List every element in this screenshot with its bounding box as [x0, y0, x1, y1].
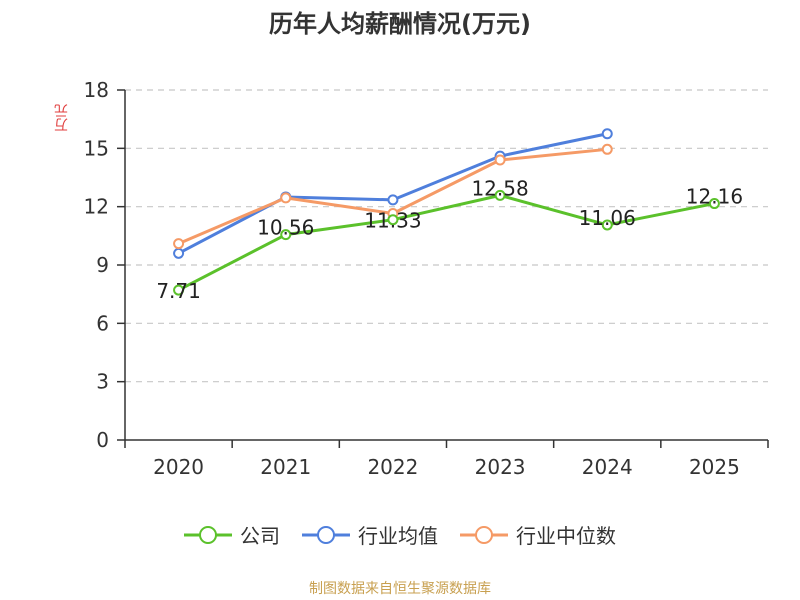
x-tick-label: 2023: [475, 455, 526, 479]
data-label: 12.58: [471, 176, 528, 200]
data-point: [280, 192, 292, 204]
data-source-note: 制图数据来自恒生聚源数据库: [309, 581, 491, 597]
legend-label-industry-median: 行业中位数: [516, 524, 616, 548]
legend-label-industry-average: 行业均值: [358, 524, 438, 548]
data-label: 11.33: [364, 209, 421, 233]
data-label: 7.71: [156, 279, 201, 303]
y-tick-label: 12: [84, 195, 109, 219]
data-label: 12.16: [686, 185, 743, 209]
y-tick-label: 6: [96, 311, 109, 335]
data-point: [173, 238, 185, 250]
x-tick-label: 2025: [689, 455, 740, 479]
data-point: [708, 198, 720, 210]
legend-swatch-industry-average: [302, 525, 350, 544]
x-tick-label: 2020: [153, 455, 204, 479]
data-point: [387, 194, 399, 206]
data-point: [494, 189, 506, 201]
y-tick-label: 3: [96, 370, 109, 394]
data-point: [601, 128, 613, 140]
x-tick-label: 2021: [260, 455, 311, 479]
legend-swatch-company: [184, 525, 232, 544]
series-line: [177, 132, 608, 255]
data-point: [280, 229, 292, 241]
data-point: [601, 219, 613, 231]
data-point: [173, 247, 185, 259]
y-tick-label: 18: [84, 78, 109, 102]
y-tick-label: 9: [96, 253, 109, 277]
data-point: [173, 284, 185, 296]
data-label: 11.06: [579, 206, 636, 230]
legend-item-industry-average[interactable]: 行业均值: [302, 520, 438, 549]
x-tick-label: 2022: [367, 455, 418, 479]
series-line: [177, 193, 715, 292]
legend-swatch-industry-median: [460, 525, 508, 544]
legend-item-company[interactable]: 公司: [184, 520, 280, 549]
legend-label-company: 公司: [240, 524, 280, 548]
data-point: [387, 214, 399, 226]
y-tick-label: 0: [96, 428, 109, 452]
x-tick-label: 2024: [582, 455, 633, 479]
data-label: 10.56: [257, 216, 314, 240]
y-tick-label: 15: [84, 136, 109, 160]
chart-legend: 公司 行业均值 行业中位数: [0, 520, 800, 549]
data-point: [494, 154, 506, 166]
legend-item-industry-median[interactable]: 行业中位数: [460, 520, 616, 549]
chart-title: 历年人均薪酬情况(万元): [269, 10, 531, 38]
data-point: [601, 143, 613, 155]
